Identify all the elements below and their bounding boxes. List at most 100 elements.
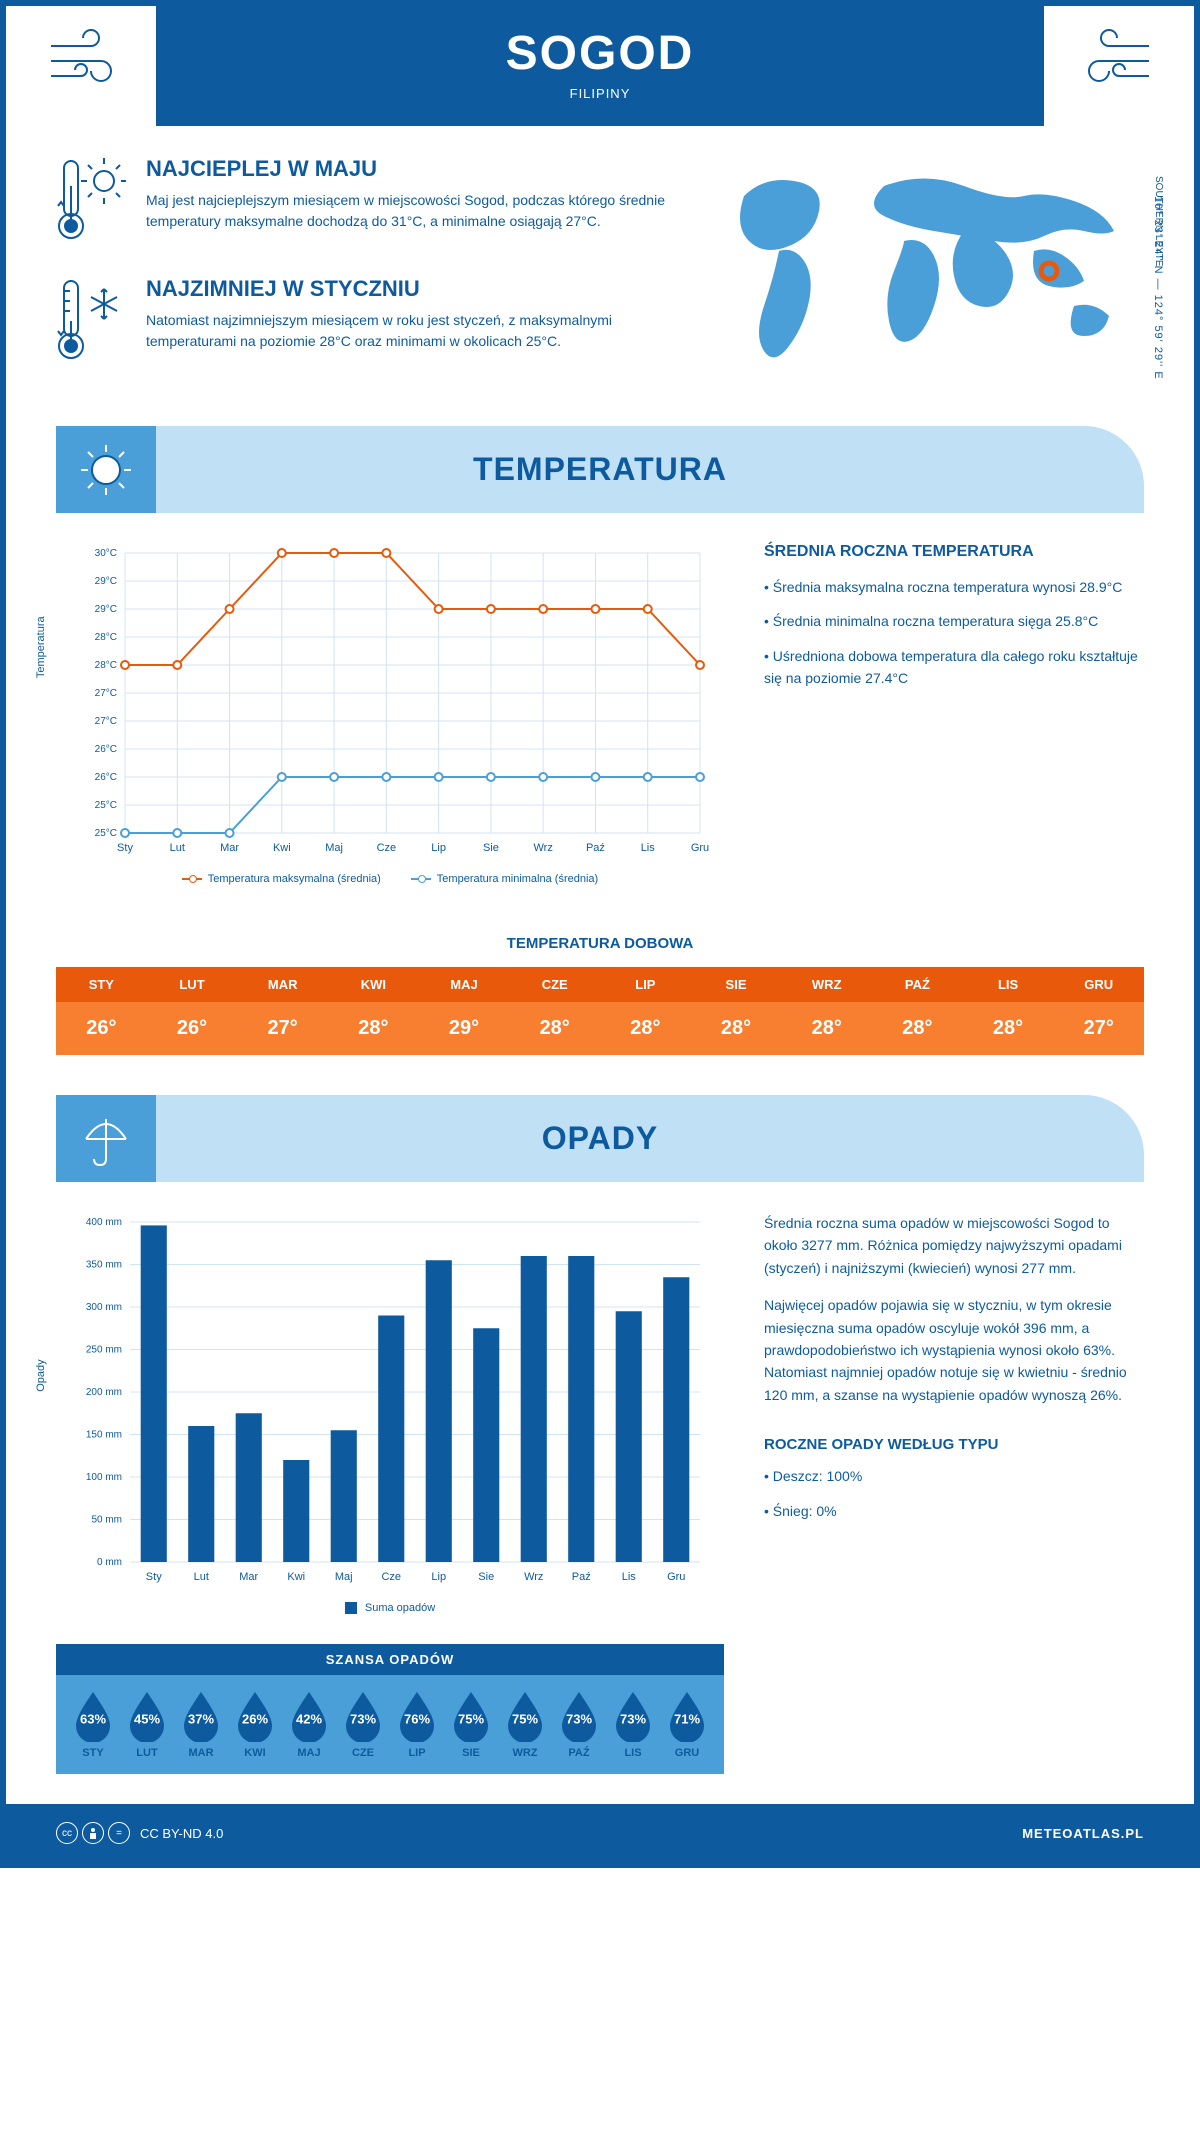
temp-table-col: GRU27° xyxy=(1053,967,1144,1055)
svg-text:200 mm: 200 mm xyxy=(86,1387,122,1398)
coldest-block: NAJZIMNIEJ W STYCZNIU Natomiast najzimni… xyxy=(56,276,674,371)
svg-text:350 mm: 350 mm xyxy=(86,1260,122,1271)
thermometer-sun-icon xyxy=(56,156,126,251)
temp-col-value: 28° xyxy=(691,1002,782,1055)
legend-max-label: Temperatura maksymalna (średnia) xyxy=(208,873,381,885)
svg-text:Wrz: Wrz xyxy=(534,842,553,854)
temp-col-value: 28° xyxy=(509,1002,600,1055)
svg-text:27°C: 27°C xyxy=(95,716,117,727)
raindrop-icon: 75% xyxy=(450,1690,492,1742)
svg-text:0 mm: 0 mm xyxy=(97,1557,122,1568)
sun-icon xyxy=(56,426,156,513)
svg-text:300 mm: 300 mm xyxy=(86,1302,122,1313)
temp-col-value: 26° xyxy=(56,1002,147,1055)
temperature-legend: Temperatura maksymalna (średnia) Tempera… xyxy=(56,873,724,885)
chance-month: GRU xyxy=(660,1747,714,1759)
precipitation-title: OPADY xyxy=(56,1120,1144,1157)
coldest-description: Natomiast najzimniejszym miesiącem w rok… xyxy=(146,310,674,352)
svg-text:400 mm: 400 mm xyxy=(86,1217,122,1228)
thermometer-snow-icon xyxy=(56,276,126,371)
chance-value: 42% xyxy=(296,1711,322,1726)
precip-types: ROCZNE OPADY WEDŁUG TYPU Deszcz: 100%Śni… xyxy=(764,1436,1144,1522)
svg-text:Lip: Lip xyxy=(431,1571,446,1583)
svg-text:25°C: 25°C xyxy=(95,828,117,839)
warmest-description: Maj jest najcieplejszym miesiącem w miej… xyxy=(146,190,674,232)
temp-col-month: MAR xyxy=(237,967,328,1002)
warmest-block: NAJCIEPLEJ W MAJU Maj jest najcieplejszy… xyxy=(56,156,674,251)
by-icon xyxy=(82,1822,104,1844)
svg-text:28°C: 28°C xyxy=(95,660,117,671)
chance-month: LIP xyxy=(390,1747,444,1759)
precip-info-p1: Średnia roczna suma opadów w miejscowośc… xyxy=(764,1212,1144,1279)
raindrop-icon: 76% xyxy=(396,1690,438,1742)
svg-text:Sie: Sie xyxy=(478,1571,494,1583)
chance-value: 76% xyxy=(404,1711,430,1726)
wind-icon xyxy=(46,26,126,110)
temp-col-value: 27° xyxy=(237,1002,328,1055)
svg-text:30°C: 30°C xyxy=(95,548,117,559)
daily-temp-table: STY26°LUT26°MAR27°KWI28°MAJ29°CZE28°LIP2… xyxy=(56,967,1144,1055)
precipitation-info: Średnia roczna suma opadów w miejscowośc… xyxy=(764,1212,1144,1774)
chance-col: 71% GRU xyxy=(660,1690,714,1759)
svg-text:26°C: 26°C xyxy=(95,772,117,783)
svg-text:Wrz: Wrz xyxy=(524,1571,543,1583)
chance-col: 75%WRZ xyxy=(498,1690,552,1759)
temperature-section-header: TEMPERATURA xyxy=(56,426,1144,513)
umbrella-icon xyxy=(56,1095,156,1182)
svg-text:Sty: Sty xyxy=(117,842,133,854)
temp-info-item: Średnia maksymalna roczna temperatura wy… xyxy=(764,576,1144,598)
coldest-text: NAJZIMNIEJ W STYCZNIU Natomiast najzimni… xyxy=(146,276,674,371)
temp-info-title: ŚREDNIA ROCZNA TEMPERATURA xyxy=(764,543,1144,561)
temp-info-item: Uśredniona dobowa temperatura dla całego… xyxy=(764,645,1144,690)
raindrop-icon: 37% xyxy=(180,1690,222,1742)
license-text: CC BY-ND 4.0 xyxy=(140,1826,223,1841)
chance-month: LUT xyxy=(120,1747,174,1759)
svg-text:26°C: 26°C xyxy=(95,744,117,755)
precip-types-title: ROCZNE OPADY WEDŁUG TYPU xyxy=(764,1436,1144,1453)
svg-text:250 mm: 250 mm xyxy=(86,1345,122,1356)
chance-value: 71% xyxy=(674,1711,700,1726)
legend-max: Temperatura maksymalna (średnia) xyxy=(182,873,381,885)
raindrop-icon: 26% xyxy=(234,1690,276,1742)
precipitation-content: Opady 0 mm50 mm100 mm150 mm200 mm250 mm3… xyxy=(6,1182,1194,1804)
chance-value: 63% xyxy=(80,1711,106,1726)
precipitation-section-header: OPADY xyxy=(56,1095,1144,1182)
svg-text:Cze: Cze xyxy=(377,842,397,854)
temp-col-value: 28° xyxy=(328,1002,419,1055)
chance-col: 76% LIP xyxy=(390,1690,444,1759)
legend-min: Temperatura minimalna (średnia) xyxy=(411,873,598,885)
chance-value: 45% xyxy=(134,1711,160,1726)
temp-col-month: WRZ xyxy=(781,967,872,1002)
chance-month: SIE xyxy=(444,1747,498,1759)
temp-table-col: SIE28° xyxy=(691,967,782,1055)
warmest-title: NAJCIEPLEJ W MAJU xyxy=(146,156,674,182)
svg-text:50 mm: 50 mm xyxy=(91,1515,122,1526)
raindrop-icon: 73% xyxy=(342,1690,384,1742)
nd-icon: = xyxy=(108,1822,130,1844)
precip-info-p2: Najwięcej opadów pojawia się w styczniu,… xyxy=(764,1294,1144,1406)
chance-col: 73% PAŹ xyxy=(552,1690,606,1759)
svg-text:Lis: Lis xyxy=(641,842,656,854)
temperature-title: TEMPERATURA xyxy=(56,451,1144,488)
chance-value: 75% xyxy=(512,1711,538,1726)
temperature-line-chart: Temperatura 25°C25°C26°C26°C27°C27°C28°C… xyxy=(56,543,724,863)
chance-month: STY xyxy=(66,1747,120,1759)
chance-value: 73% xyxy=(620,1711,646,1726)
temp-col-month: LUT xyxy=(147,967,238,1002)
temp-col-value: 26° xyxy=(147,1002,238,1055)
svg-text:Lut: Lut xyxy=(194,1571,209,1583)
chance-value: 73% xyxy=(566,1711,592,1726)
chance-month: PAŹ xyxy=(552,1747,606,1759)
precip-legend: Suma opadów xyxy=(56,1602,724,1614)
legend-min-label: Temperatura minimalna (średnia) xyxy=(437,873,598,885)
temp-y-axis-label: Temperatura xyxy=(35,616,47,678)
temp-table-col: STY26° xyxy=(56,967,147,1055)
temp-col-month: LIS xyxy=(963,967,1054,1002)
temp-table-col: LIS28° xyxy=(963,967,1054,1055)
svg-text:27°C: 27°C xyxy=(95,688,117,699)
daily-temp-title: TEMPERATURA DOBOWA xyxy=(56,935,1144,952)
precip-types-list: Deszcz: 100%Śnieg: 0% xyxy=(764,1465,1144,1522)
temp-col-month: CZE xyxy=(509,967,600,1002)
temp-table-col: LUT26° xyxy=(147,967,238,1055)
chance-col: 37%MAR xyxy=(174,1690,228,1759)
